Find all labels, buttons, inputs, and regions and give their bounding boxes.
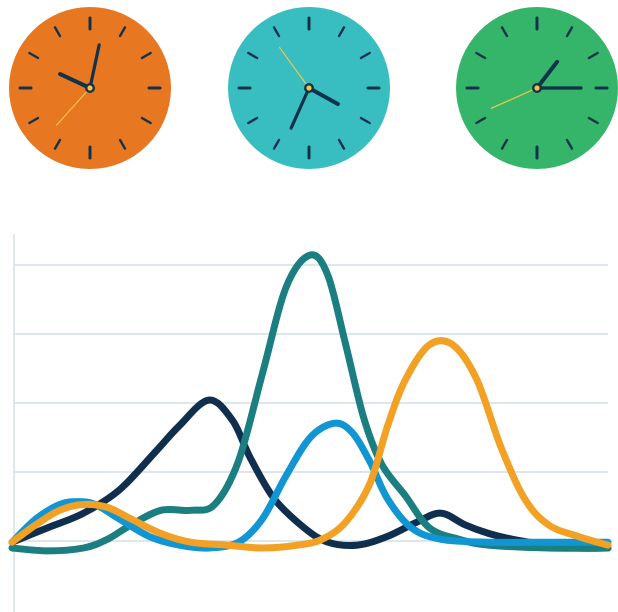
clock-tick xyxy=(53,138,62,150)
clock-tick xyxy=(565,138,574,150)
series-line-2 xyxy=(8,251,612,555)
clock-tick xyxy=(247,116,259,125)
clock-tick xyxy=(28,51,40,60)
clock-orange xyxy=(8,6,172,170)
clock-face-orange xyxy=(9,7,171,169)
series-line-4 xyxy=(8,337,612,552)
clock-tick xyxy=(359,116,371,125)
clock-face-green xyxy=(456,7,618,169)
clock-tick xyxy=(500,138,509,150)
clock-tick xyxy=(587,51,599,60)
clock-tick xyxy=(140,51,152,60)
second-hand xyxy=(279,46,310,89)
line-chart-canvas xyxy=(8,234,612,612)
clock-tick xyxy=(587,116,599,125)
clock-tick xyxy=(359,51,371,60)
clock-tick xyxy=(475,51,487,60)
center-pin xyxy=(87,85,93,91)
clock-tick xyxy=(53,26,62,38)
series-line-1 xyxy=(8,396,612,552)
second-hand xyxy=(55,87,91,126)
clock-tick xyxy=(272,26,281,38)
clock-tick xyxy=(140,116,152,125)
minute-hand xyxy=(88,43,101,90)
clock-tick xyxy=(247,51,259,60)
center-pin xyxy=(534,85,540,91)
clock-tick xyxy=(475,116,487,125)
clock-tick xyxy=(272,138,281,150)
clock-tick xyxy=(118,138,127,150)
hour-hand xyxy=(58,72,92,90)
clock-face-teal xyxy=(228,7,390,169)
clock-teal xyxy=(227,6,391,170)
clock-tick xyxy=(500,26,509,38)
clock-tick xyxy=(337,138,346,150)
clock-green xyxy=(455,6,618,170)
minute-hand xyxy=(289,86,311,130)
clock-tick xyxy=(565,26,574,38)
clock-tick xyxy=(118,26,127,38)
second-hand xyxy=(490,87,538,109)
clock-tick xyxy=(337,26,346,38)
center-pin xyxy=(306,85,312,91)
hour-hand xyxy=(307,86,340,106)
hour-hand xyxy=(535,59,560,90)
clock-tick xyxy=(28,116,40,125)
line-chart xyxy=(0,228,618,612)
